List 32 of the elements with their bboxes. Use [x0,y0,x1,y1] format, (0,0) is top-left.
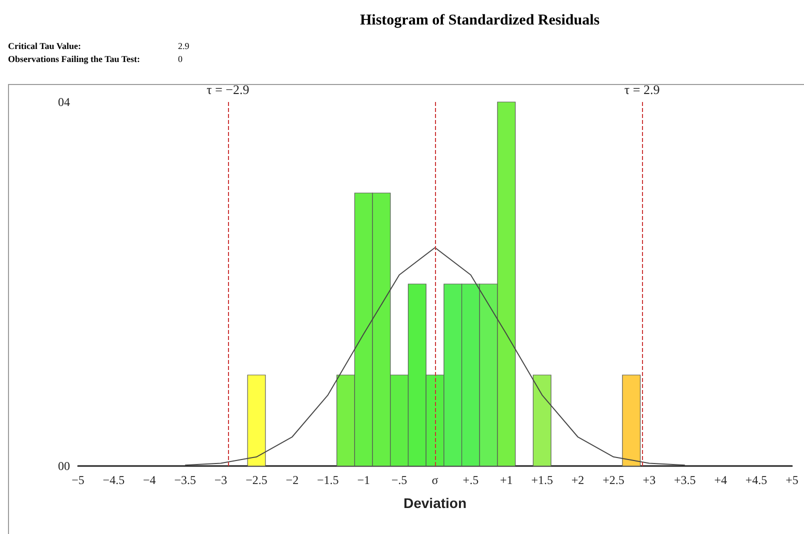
x-axis-title: Deviation [403,495,467,511]
text: Observations Failing the Tau Test: [8,53,142,66]
x-tick-label: −.5 [391,473,408,487]
text: 0 [178,53,182,66]
x-tick-label: −4.5 [102,473,125,487]
x-tick-label: −5 [72,473,84,487]
line-series [184,247,686,466]
x-tick-label: +3.5 [674,473,696,487]
y-tick-label: 00 [58,459,70,473]
chart-title: Histogram of Standardized Residuals [360,12,600,28]
x-tick-label: −4 [143,473,156,487]
x-tick-label: −1 [357,473,370,487]
x-tick-label: +5 [786,473,798,487]
x-tick-label: σ [432,473,439,487]
x-tick-label: +.5 [462,473,479,487]
x-tick-label: +3 [642,473,656,487]
text: 2.9 [178,40,190,53]
x-tick-label: +2.5 [602,473,624,487]
x-tick-label: −2.5 [246,473,268,487]
x-tick-label: +4 [714,473,727,487]
y-tick-label: 04 [58,95,70,109]
x-tick-label: −1.5 [317,473,339,487]
text: Critical Tau Value: [8,40,82,53]
x-tick-label: +1 [500,473,513,487]
x-tick-label: −3.5 [174,473,196,487]
x-tick-label: +4.5 [745,473,768,487]
x-tick-label: +2 [571,473,584,487]
x-tick-label: −2 [286,473,299,487]
x-tick-label: −3 [214,473,228,487]
ref-line-label: τ = −2.9 [206,82,250,97]
ref-line-label: τ = 2.9 [624,82,660,97]
x-tick-label: +1.5 [531,473,553,487]
